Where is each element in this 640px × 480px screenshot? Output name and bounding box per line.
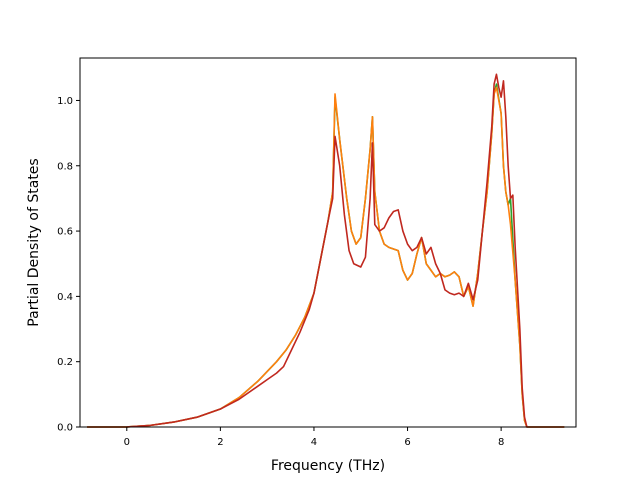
y-tick-label: 0.2: [57, 357, 73, 368]
axes-frame: [79, 57, 577, 428]
x-tick-label: 0: [124, 437, 130, 448]
y-tick-label: 0.4: [57, 292, 73, 303]
series-layer: [87, 73, 565, 428]
y-tick-label: 0.8: [57, 161, 73, 172]
x-ticks: 0 2 4 6 8: [124, 427, 504, 448]
x-tick-label: 8: [498, 437, 504, 448]
x-tick-label: 2: [217, 437, 223, 448]
series-line-2: [87, 73, 565, 428]
y-tick-label: 0.0: [57, 423, 73, 434]
x-tick-label: 6: [404, 437, 410, 448]
y-ticks: 0.0 0.2 0.4 0.6 0.8 1.0: [57, 96, 80, 434]
x-tick-label: 4: [311, 437, 317, 448]
y-tick-label: 0.6: [57, 227, 73, 238]
x-axis-title: Frequency (THz): [271, 458, 385, 474]
y-tick-label: 1.0: [57, 96, 73, 107]
y-axis-title: Partial Density of States: [26, 158, 42, 326]
series-line-1: [87, 86, 565, 428]
